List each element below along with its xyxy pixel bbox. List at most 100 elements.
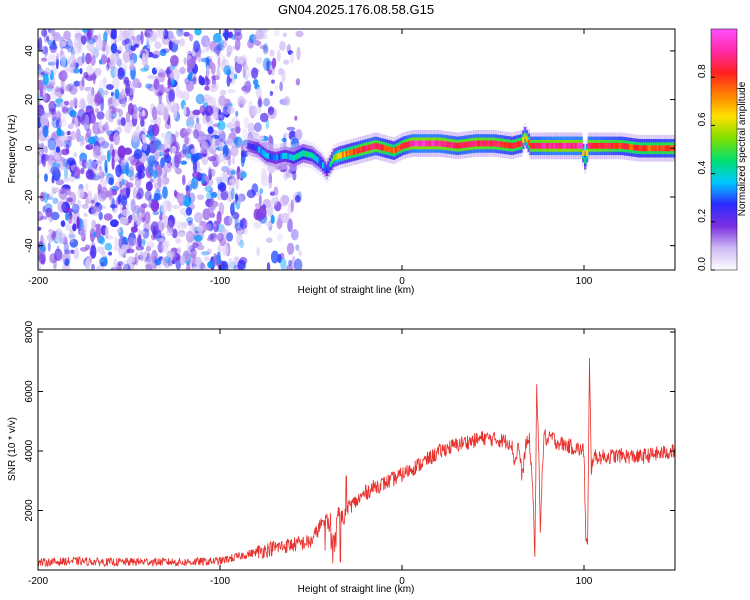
noise-speckle [75,128,81,142]
noise-speckle [201,57,210,63]
noise-speckle [122,50,132,63]
noise-speckle [259,188,264,195]
noise-speckle [114,127,123,134]
noise-speckle [62,158,69,168]
noise-speckle [244,76,248,81]
signal-track-cell [644,145,647,152]
noise-speckle [86,64,94,76]
noise-speckle [205,40,210,52]
noise-speckle [185,230,194,243]
noise-speckle [123,50,129,59]
noise-speckle [86,128,92,139]
noise-speckle [51,165,61,175]
noise-speckle [228,178,236,185]
signal-track-cell [533,142,536,149]
signal-track-cell [611,142,614,149]
signal-track-cell [327,164,330,170]
noise-speckle [132,210,136,222]
noise-speckle [230,187,235,200]
noise-speckle [51,162,61,170]
noise-speckle [171,228,178,239]
signal-track-cell [323,164,327,171]
signal-track-cell [558,142,561,149]
noise-speckle [156,187,161,193]
noise-speckle [176,193,185,204]
noise-speckle [246,189,256,199]
noise-speckle [128,29,132,39]
signal-track-cell [476,140,479,147]
noise-speckle [152,50,161,58]
noise-speckle [141,216,146,222]
noise-speckle [239,219,244,228]
noise-speckle [285,264,294,270]
noise-speckle [130,226,138,233]
signal-track-cell [274,155,277,161]
noise-speckle [88,207,96,214]
signal-track-cell [463,142,467,148]
noise-speckle [269,90,274,96]
signal-track-cell [376,143,379,150]
signal-track-cell [423,140,427,147]
noise-speckle [223,173,228,183]
signal-track-cell [454,142,458,149]
signal-track-cell [392,147,396,154]
noise-speckle [125,162,130,176]
noise-speckle [259,45,267,50]
noise-speckle [64,166,68,180]
noise-speckle [217,129,223,135]
noise-speckle [212,220,219,233]
noise-speckle [222,144,229,158]
noise-speckle [228,215,234,225]
noise-speckle [182,174,186,186]
noise-speckle [211,191,218,198]
noise-speckle [43,145,48,154]
signal-track-cell [571,142,574,149]
noise-speckle [98,236,106,245]
noise-speckle [65,208,73,214]
noise-speckle [98,168,105,182]
signal-track-cell [272,154,276,161]
noise-speckle [156,84,165,93]
signal-track-cell [309,152,312,158]
signal-track-cell [289,154,292,160]
noise-speckle [226,169,233,176]
signal-track-cell [394,146,398,153]
noise-speckle [266,262,271,270]
noise-speckle [233,256,238,265]
signal-track-cell [332,155,336,161]
noise-speckle [121,100,127,108]
noise-speckle [192,159,198,173]
noise-speckle [54,228,63,240]
signal-track-cell [296,153,299,159]
noise-speckle [174,39,181,45]
signal-track-cell [540,142,543,149]
noise-speckle [172,104,178,119]
noise-speckle [188,223,197,236]
signal-track-cell [522,136,525,143]
noise-speckle [104,121,109,133]
noise-speckle [133,237,138,245]
noise-speckle [216,66,221,81]
colorbar-tick-label: 0.4 [697,160,708,174]
noise-speckle [196,244,205,251]
signal-track-cell [438,140,441,147]
noise-speckle [52,264,57,270]
noise-speckle [153,78,160,91]
signal-track-cell [383,145,387,152]
noise-speckle [161,241,169,253]
noise-speckle [174,151,182,164]
noise-speckle [157,110,162,116]
noise-speckle [72,166,81,179]
noise-speckle [111,149,116,159]
signal-track-cell [298,152,301,158]
noise-speckle [265,221,272,228]
signal-track-cell [280,153,283,160]
signal-track-cell [620,142,623,149]
noise-speckle [203,256,210,262]
noise-speckle [121,88,125,96]
noise-speckle [227,258,234,270]
noise-speckle [183,31,190,37]
noise-speckle [224,138,234,147]
noise-speckle [100,186,109,200]
noise-speckle [227,89,236,94]
